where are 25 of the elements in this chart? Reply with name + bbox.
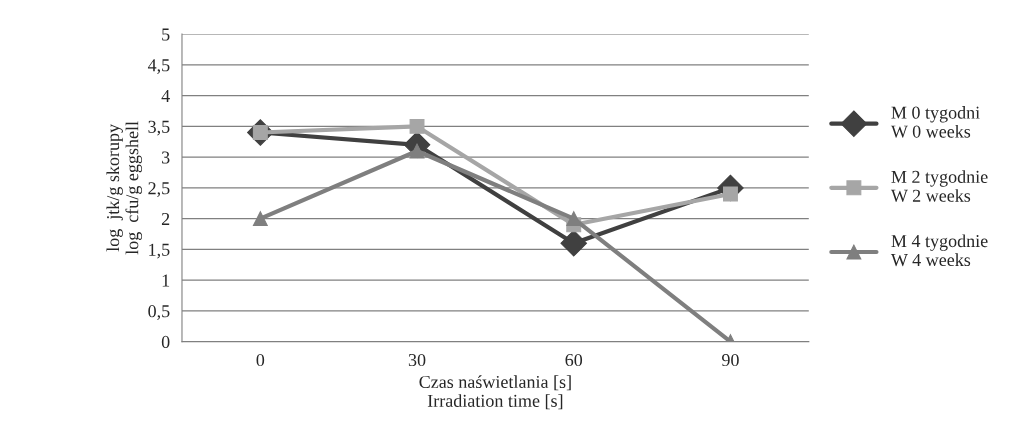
y-tick-label: 2 bbox=[161, 212, 170, 225]
y-tick-label: 5 bbox=[162, 28, 170, 41]
legend-label: M 4 tygodnie W 4 weeks bbox=[890, 234, 988, 267]
x-tick-label: 60 bbox=[565, 353, 583, 367]
y-tick-label: 1 bbox=[162, 274, 170, 287]
y-tick-label: 4,5 bbox=[147, 59, 170, 74]
legend-label: M 0 tygodni W 0 weeks bbox=[890, 106, 980, 138]
point bbox=[560, 229, 588, 257]
y-tick-label: 1,5 bbox=[149, 243, 170, 259]
point bbox=[252, 211, 268, 227]
y-tick-label: 3 bbox=[162, 151, 170, 164]
y-tick-label: 4 bbox=[161, 90, 170, 102]
y-tick-label: 2,5 bbox=[148, 182, 170, 197]
y-tick-label: 3,5 bbox=[148, 120, 170, 136]
x-tick-label: 30 bbox=[408, 353, 426, 367]
y-tick-label: 0 bbox=[161, 335, 170, 349]
y-tick-label: 0,5 bbox=[148, 305, 170, 320]
x-axis-title: Czas naświetlania [s] Irradiation time [s] bbox=[419, 375, 571, 410]
x-tick-label: 0 bbox=[256, 353, 265, 367]
point bbox=[409, 118, 425, 134]
legend-label: M 2 tygodnie W 2 weeks bbox=[890, 170, 988, 202]
point bbox=[566, 211, 582, 227]
point bbox=[409, 143, 425, 159]
y-axis-title: log jtk/g skorupy log cfu/g eggshell bbox=[106, 121, 143, 255]
x-tick-label: 90 bbox=[722, 353, 739, 367]
